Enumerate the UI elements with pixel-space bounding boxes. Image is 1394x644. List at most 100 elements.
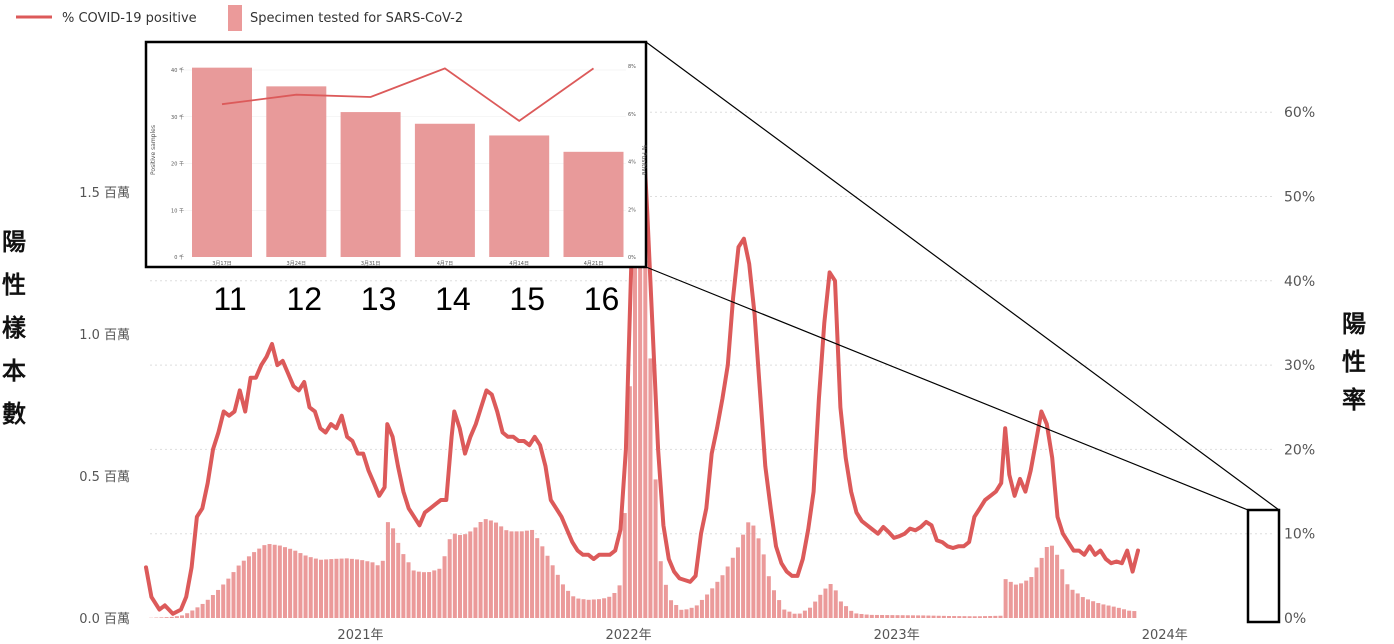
x-tick-label: 2023年 [874, 628, 920, 643]
specimen-bar [499, 526, 504, 618]
specimen-bar [622, 513, 627, 618]
specimen-bar [159, 617, 164, 618]
specimen-bar [591, 599, 596, 618]
inset-left-tick: 20 千 [171, 161, 184, 168]
specimen-bar [607, 596, 612, 618]
specimen-bar [746, 522, 751, 618]
specimen-bar [921, 615, 926, 618]
specimen-bar [983, 616, 988, 618]
inset-left-axis-label: Positive samples [150, 125, 157, 175]
specimen-bar [329, 559, 334, 618]
specimen-bar [1013, 584, 1018, 618]
zoom-connector [645, 41, 1281, 624]
inset-left-tick: 0 千 [174, 254, 184, 261]
x-axis-ticks: 2021年 2022年 2023年 2024年 [337, 628, 1187, 643]
specimen-bar [885, 615, 890, 618]
inset-x-tick: 3月31日 [361, 261, 381, 267]
specimen-bar [730, 557, 735, 618]
specimen-bar [735, 547, 740, 618]
inset-left-tick: 40 千 [171, 67, 184, 74]
specimen-bar [267, 544, 272, 618]
x-tick-label: 2024年 [1142, 628, 1188, 643]
inset-right-ticks: 0% 2% 4% 6% 8% [628, 64, 636, 261]
x-tick-label: 2021年 [337, 628, 383, 643]
specimen-bar [457, 535, 463, 618]
specimen-bar [756, 538, 761, 618]
specimen-bar [1085, 599, 1090, 618]
specimen-bar [988, 615, 993, 618]
specimen-bar [365, 561, 370, 618]
specimen-bar [684, 609, 689, 618]
specimen-bar [1127, 610, 1132, 618]
inset-bar [340, 112, 401, 257]
inset-right-tick: 4% [628, 160, 636, 166]
specimen-bar [514, 531, 519, 618]
specimen-bar [833, 590, 838, 618]
specimen-bar [972, 616, 977, 618]
specimen-bar [777, 600, 782, 618]
specimen-bar [355, 559, 360, 618]
specimen-bar [864, 614, 869, 618]
specimen-bar [288, 548, 293, 618]
specimen-bar [910, 615, 915, 618]
specimen-bar [689, 607, 694, 618]
specimen-bar [844, 606, 849, 618]
specimen-bar [1003, 579, 1008, 618]
specimen-bar [226, 578, 231, 618]
specimen-bar [1080, 597, 1085, 618]
specimen-bar [1065, 584, 1070, 618]
specimen-bar [1055, 554, 1060, 618]
specimen-bar [977, 616, 982, 618]
inset-right-tick: 8% [628, 64, 636, 70]
inset-x-tick: 3月24日 [287, 261, 307, 267]
specimen-bar [504, 530, 509, 618]
zoom-connector-bottom [645, 266, 1249, 511]
inset-chart: 0 千 10 千 20 千 30 千 40 千 0% 2% 4% 6% 8% 3月17日 3月24… [144, 40, 648, 269]
specimen-bar [169, 616, 174, 618]
specimen-bar [236, 565, 241, 618]
specimen-bar [277, 545, 282, 618]
specimen-bar [720, 575, 725, 618]
specimen-bar [766, 576, 771, 618]
specimen-bar [1039, 557, 1044, 618]
specimen-bar [663, 584, 668, 618]
specimen-bar [319, 559, 324, 618]
specimen-bar [813, 601, 818, 618]
week-label: 11 [213, 281, 246, 317]
zoom-connector-top [645, 41, 1280, 511]
specimen-bar [540, 546, 545, 618]
left-tick-label: 0.0 百萬 [79, 612, 130, 627]
specimen-bar [880, 615, 885, 618]
legend-bar-swatch [228, 5, 242, 31]
specimen-bar [272, 544, 277, 618]
inset-bar [266, 86, 327, 257]
specimen-bar [962, 616, 967, 618]
specimen-bar [699, 599, 704, 618]
specimen-bar [1116, 607, 1121, 618]
specimen-bar [447, 539, 452, 618]
inset-bar [192, 67, 252, 257]
left-axis-title-char: 數 [2, 400, 26, 428]
week-labels: 11 12 13 14 15 16 [213, 281, 619, 317]
inset-bar [489, 135, 550, 257]
right-tick-label: 0% [1284, 611, 1306, 627]
specimen-bar [823, 588, 828, 618]
specimen-bar [174, 616, 179, 618]
specimen-bar [741, 534, 746, 618]
specimen-bar [653, 479, 658, 618]
right-axis-title-char: 性 [1342, 348, 1366, 376]
specimen-bar [262, 545, 267, 618]
specimen-bar [231, 572, 236, 618]
week-label: 16 [584, 281, 620, 317]
left-tick-label: 1.5 百萬 [79, 186, 130, 201]
zoom-target-box [1246, 508, 1281, 624]
specimen-bar [648, 358, 653, 618]
inset-right-axis-label: % Positive [640, 145, 647, 176]
left-axis-title-char: 樣 [2, 314, 27, 342]
specimen-bar [210, 595, 215, 618]
specimen-bar [344, 558, 349, 618]
specimen-bar [1075, 593, 1080, 618]
specimen-bar [1049, 545, 1054, 618]
specimen-bar [1034, 567, 1039, 618]
specimen-bar [180, 615, 185, 618]
